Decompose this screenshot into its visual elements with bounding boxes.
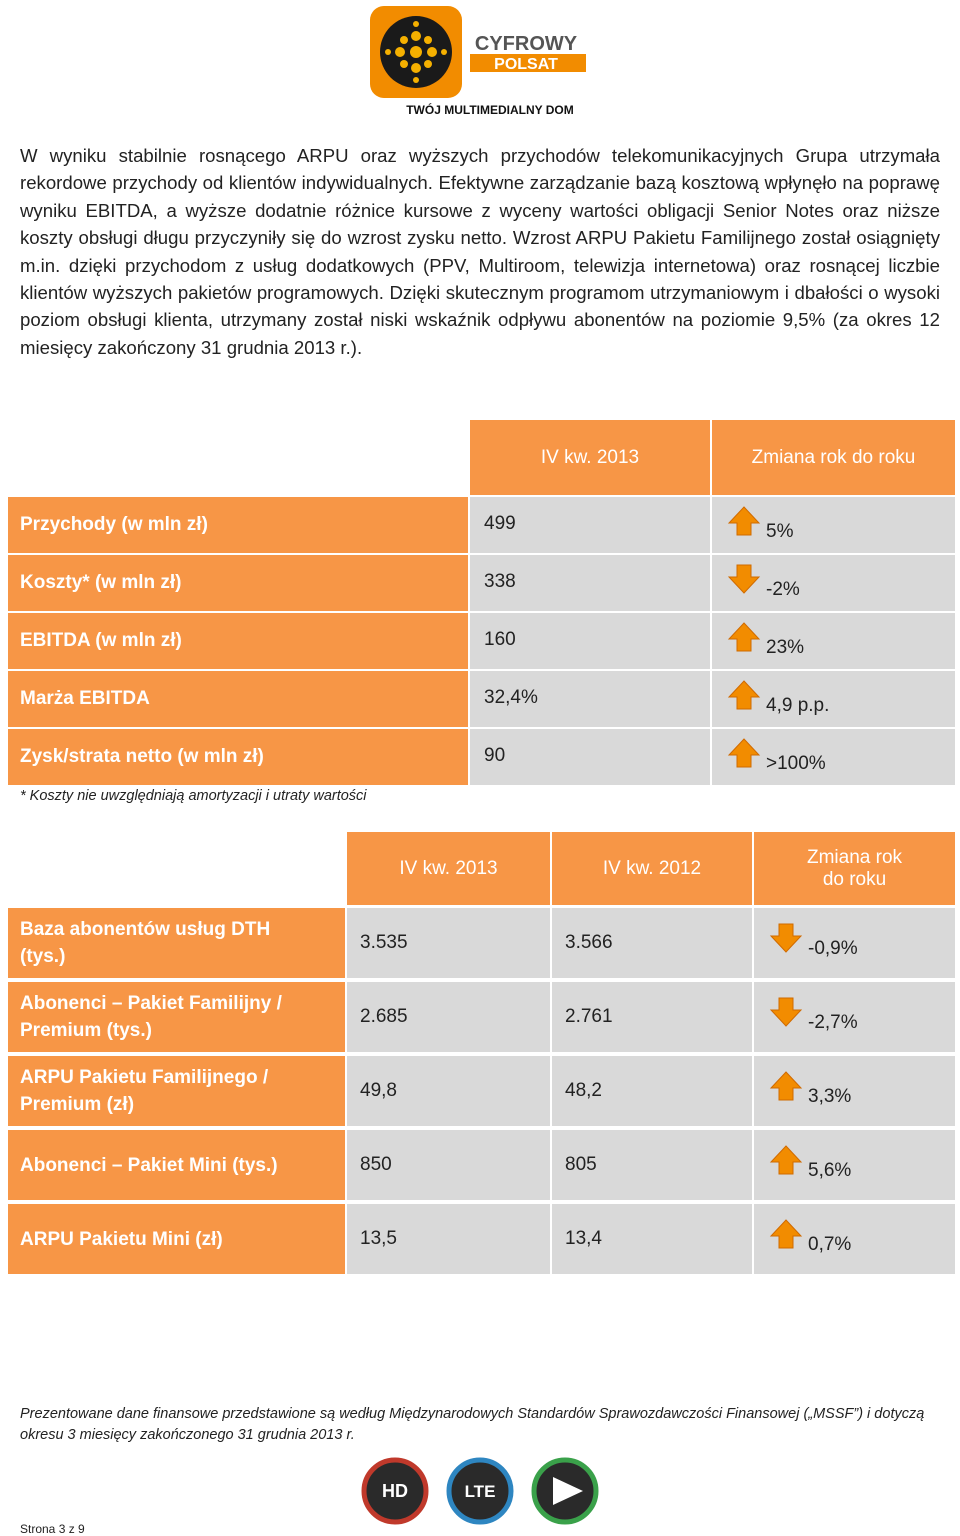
arrow-up <box>769 1145 803 1175</box>
value-cell: 160 <box>470 613 710 669</box>
row-label: Marża EBITDA <box>8 671 468 727</box>
change-cell <box>712 613 955 669</box>
icon-label: LTE <box>465 1482 496 1501</box>
arrow-up <box>769 1071 803 1101</box>
value-cell: 850 <box>347 1130 550 1200</box>
play-triangle <box>553 1477 583 1505</box>
value-cell: 338 <box>470 555 710 611</box>
change-value: 5% <box>766 521 794 542</box>
header-cell: IV kw. 2012 <box>552 832 752 905</box>
service-icons: HD LTE <box>361 1457 599 1525</box>
change-value: 3,3% <box>808 1086 852 1107</box>
value-cell: 3.566 <box>552 908 752 978</box>
row-label: Koszty* (w mln zł) <box>8 555 468 611</box>
row-label: Abonenci – Pakiet Mini (tys.) <box>8 1130 345 1200</box>
value-cell: 48,2 <box>552 1056 752 1126</box>
value-cell: 13,4 <box>552 1204 752 1274</box>
logo-dots <box>385 21 447 83</box>
value-cell: 90 <box>470 729 710 785</box>
arrow-down <box>769 923 803 953</box>
change-value: -2,7% <box>808 1012 858 1033</box>
change-cell <box>712 497 955 553</box>
value-cell: 32,4% <box>470 671 710 727</box>
change-value: 0,7% <box>808 1234 852 1255</box>
row-label: Przychody (w mln zł) <box>8 497 468 553</box>
value-cell: 3.535 <box>347 908 550 978</box>
arrow-down <box>727 564 761 594</box>
header-cell: Zmiana rok do roku <box>712 420 955 495</box>
value-cell: 499 <box>470 497 710 553</box>
row-label: ARPU Pakietu Familijnego / Premium (zł) <box>8 1056 345 1126</box>
arrow-up <box>727 680 761 710</box>
page-number: Strona 3 z 9 <box>20 1522 85 1536</box>
value-cell: 2.685 <box>347 982 550 1052</box>
value-cell: 805 <box>552 1130 752 1200</box>
brand-band <box>470 54 586 72</box>
header-cell: IV kw. 2013 <box>470 420 710 495</box>
row-label: Zysk/strata netto (w mln zł) <box>8 729 468 785</box>
footnote: * Koszty nie uwzględniają amortyzacji i … <box>20 788 367 804</box>
change-value: -0,9% <box>808 938 858 959</box>
change-value: -2% <box>766 579 800 600</box>
arrow-up <box>727 506 761 536</box>
brand-line1: CYFROWY <box>475 33 578 55</box>
change-value: >100% <box>766 753 826 774</box>
change-value: 4,9 p.p. <box>766 695 830 716</box>
row-label: Baza abonentów usług DTH (tys.) <box>8 908 345 978</box>
icon-hd <box>361 1457 429 1525</box>
brand-line2: POLSAT <box>494 56 558 73</box>
change-value: 5,6% <box>808 1160 852 1181</box>
arrow-up <box>727 738 761 768</box>
paragraph: W wyniku stabilnie rosnącego ARPU oraz w… <box>20 145 940 358</box>
row-label: ARPU Pakietu Mini (zł) <box>8 1204 345 1274</box>
arrow-down <box>769 997 803 1027</box>
header-cell: IV kw. 2013 <box>347 832 550 905</box>
change-cell <box>712 729 955 785</box>
change-cell <box>712 671 955 727</box>
change-value: 23% <box>766 637 805 658</box>
tagline: TWÓJ MULTIMEDIALNY DOM <box>406 102 574 117</box>
icon-lte <box>446 1457 514 1525</box>
value-cell: 13,5 <box>347 1204 550 1274</box>
value-cell: 2.761 <box>552 982 752 1052</box>
row-label: Abonenci – Pakiet Familijny / Premium (t… <box>8 982 345 1052</box>
footer-note: Prezentowane dane finansowe przedstawion… <box>20 1406 925 1443</box>
logo: CYFROWY POLSAT TWÓJ MULTIMEDIALNY DOM <box>370 6 586 117</box>
header-cell: Zmiana rok do roku <box>754 832 955 905</box>
value-cell: 49,8 <box>347 1056 550 1126</box>
arrow-up <box>727 622 761 652</box>
icon-label: HD <box>382 1481 408 1501</box>
arrow-up <box>769 1219 803 1249</box>
row-label: EBITDA (w mln zł) <box>8 613 468 669</box>
